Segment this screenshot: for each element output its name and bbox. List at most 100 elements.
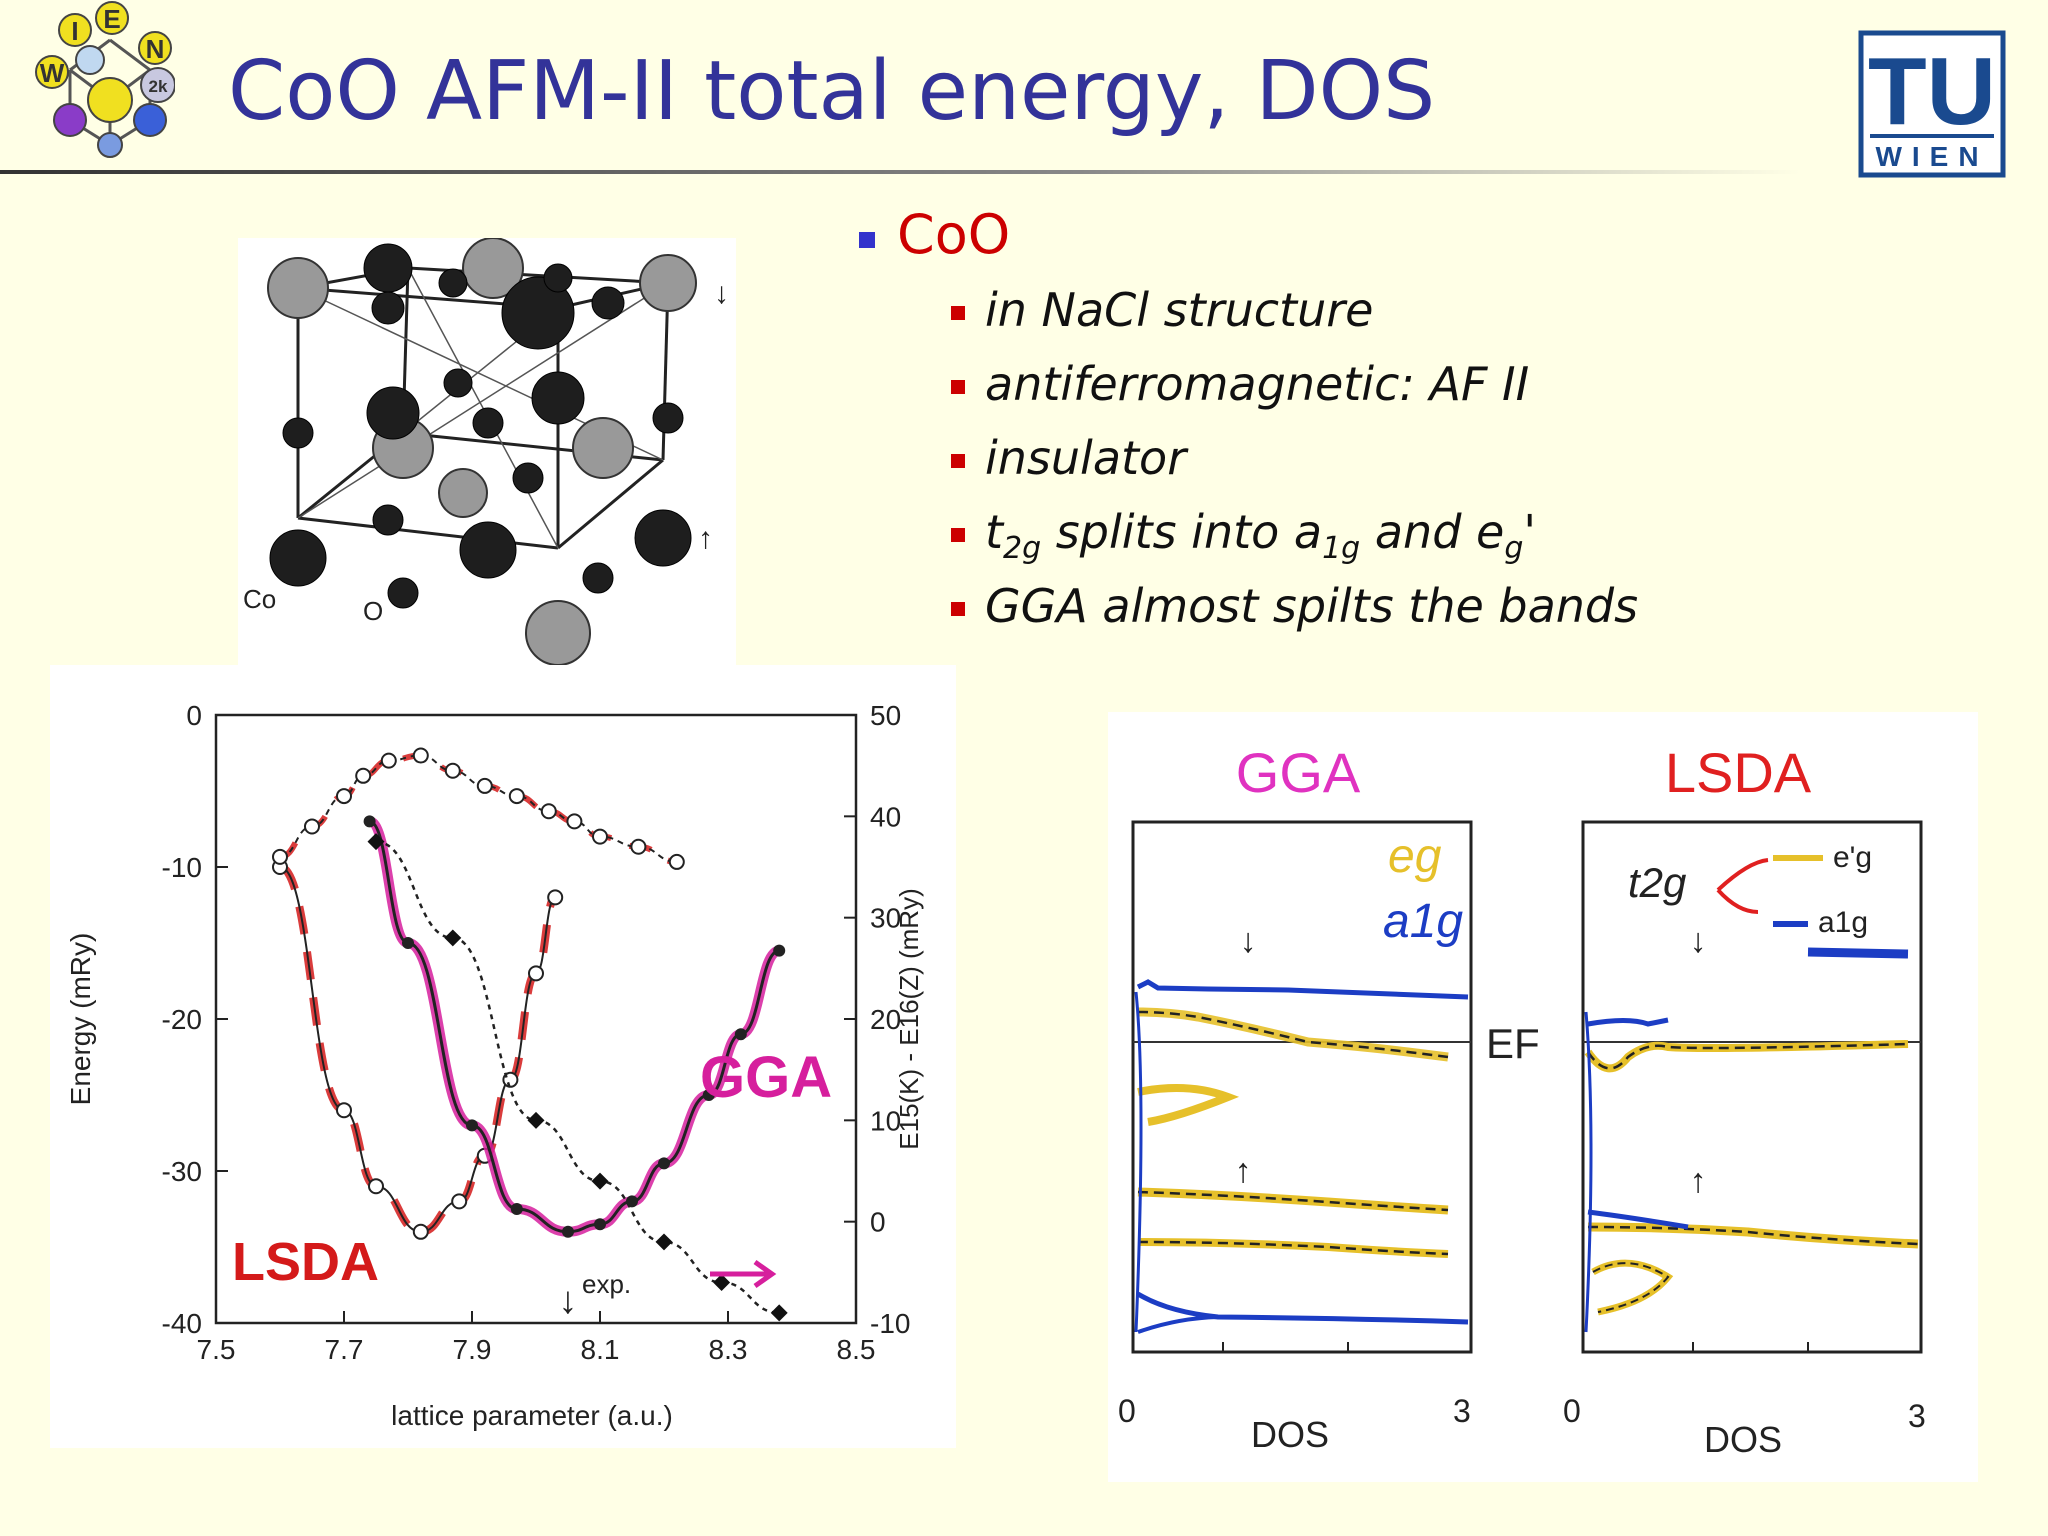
energy-point xyxy=(566,813,583,830)
sub-bullet-text: 1g xyxy=(1322,531,1361,567)
energy-point xyxy=(658,1157,670,1170)
energy-point xyxy=(272,848,288,865)
bullet-square-icon xyxy=(951,306,965,320)
dos-lsda-spin-down: ↓ xyxy=(1690,922,1707,960)
energy-chart-ylabel: Energy (mRy) xyxy=(65,933,96,1106)
energy-point xyxy=(368,1178,384,1195)
bullet-main: CoO xyxy=(855,200,1638,278)
energy-point xyxy=(734,1028,747,1041)
energy-point xyxy=(562,1225,574,1238)
bullet-square-icon xyxy=(951,602,965,616)
bullet-square-icon xyxy=(951,380,965,394)
energy-point xyxy=(355,767,372,784)
energy-point xyxy=(592,828,608,845)
page-title: CoO AFM-II total energy, DOS xyxy=(228,44,1436,139)
energy-point xyxy=(508,788,525,805)
sub-bullet-text: in NaCl structure xyxy=(985,283,1374,337)
bullet-square-icon xyxy=(859,232,875,248)
energy-point xyxy=(540,803,557,820)
sub-bullet-text: antiferromagnetic: AF II xyxy=(985,357,1530,411)
energy-ytick-label: -40 xyxy=(162,1308,202,1339)
energy-point xyxy=(510,1203,523,1215)
dos-lsda-a1g-label: a1g xyxy=(1818,906,1868,939)
energy-point xyxy=(466,1119,478,1132)
energy-series-highlight xyxy=(279,752,678,865)
dos-gga-xtick-3: 3 xyxy=(1453,1393,1471,1429)
energy-y2tick-label: 30 xyxy=(870,903,901,934)
sub-bullet-list: in NaCl structure antiferromagnetic: AF I… xyxy=(855,278,1638,648)
wien-letter-n: N xyxy=(146,34,165,64)
dos-figure: GGA LSDA eg a1g ↓ ↑ 0 3 DOS EF xyxy=(1108,712,1978,1482)
dos-lsda-xlabel: DOS xyxy=(1704,1419,1782,1460)
energy-point xyxy=(336,788,352,805)
energy-point xyxy=(476,777,493,794)
energy-y2tick-label: 50 xyxy=(870,700,901,731)
sub-bullet-text: and e xyxy=(1360,505,1505,559)
energy-xtick-label: 8.5 xyxy=(837,1334,876,1365)
sub-bullet-3: t2g splits into a1g and eg' xyxy=(855,500,1638,574)
energy-point xyxy=(528,965,544,982)
wien2k-logo: W I E N 2k xyxy=(35,1,175,158)
energy-ytick-label: -20 xyxy=(162,1004,202,1035)
energy-xtick-label: 7.9 xyxy=(453,1334,492,1365)
energy-y2tick-label: 0 xyxy=(870,1207,886,1238)
exp-label: exp. xyxy=(582,1269,631,1299)
dos-gga-spin-up: ↑ xyxy=(1235,1152,1252,1190)
energy-point xyxy=(412,747,429,764)
energy-y2tick-label: 10 xyxy=(870,1105,901,1136)
dos-gga-a1g-label: a1g xyxy=(1383,895,1463,948)
bullet-square-icon xyxy=(951,528,965,542)
energy-y2tick-label: -10 xyxy=(870,1308,910,1339)
energy-xtick-label: 8.1 xyxy=(581,1334,620,1365)
sub-bullet-4: GGA almost spilts the bands xyxy=(855,574,1638,648)
energy-series-highlight xyxy=(367,816,781,1237)
energy-point xyxy=(451,1193,468,1210)
energy-point xyxy=(444,929,462,947)
energy-y2tick-label: 20 xyxy=(870,1004,901,1035)
dos-lsda-xtick-0: 0 xyxy=(1563,1393,1581,1429)
energy-point xyxy=(668,853,685,870)
energy-point xyxy=(304,818,320,835)
dos-lsda-eg-label: e'g xyxy=(1833,841,1872,874)
wien-letter-e: E xyxy=(103,4,120,34)
tu-wien-logo-wien: WIEN xyxy=(1875,141,1988,172)
energy-point xyxy=(444,762,461,779)
energy-series-line xyxy=(279,866,557,1233)
energy-point xyxy=(336,1102,352,1119)
energy-chart: 7.5 7.7 7.9 8.1 8.3 8.5 0 -10 -20 -30 -40 50 40 30 20 1… xyxy=(50,665,956,1448)
energy-series-line xyxy=(279,754,677,863)
energy-y2tick-label: 40 xyxy=(870,801,901,832)
sub-bullet-text: splits into a xyxy=(1041,505,1323,559)
crystal-spin-down: ↓ xyxy=(714,277,729,310)
header-rule xyxy=(0,170,1800,174)
annotation-lsda: LSDA xyxy=(232,1232,379,1292)
dos-gga-xtick-0: 0 xyxy=(1118,1393,1136,1429)
energy-ytick-label: -30 xyxy=(162,1156,202,1187)
dos-gga-xlabel: DOS xyxy=(1251,1414,1329,1455)
dos-lsda-title: LSDA xyxy=(1665,741,1812,804)
energy-point xyxy=(402,937,414,949)
sub-bullet-2: insulator xyxy=(855,426,1638,500)
energy-ytick-label: 0 xyxy=(186,700,202,731)
dos-gga-eg-label: eg xyxy=(1388,830,1442,883)
sub-bullet-text: g xyxy=(1504,531,1524,567)
dos-ef-label: EF xyxy=(1486,1020,1540,1067)
split-arrow-icon xyxy=(1716,858,1769,914)
sub-bullet-1: antiferromagnetic: AF II xyxy=(855,352,1638,426)
crystal-spin-up: ↑ xyxy=(698,522,713,555)
sub-bullet-text: insulator xyxy=(985,431,1187,485)
crystal-label-co: Co xyxy=(243,584,276,614)
sub-bullet-text: GGA almost spilts the bands xyxy=(985,579,1639,633)
energy-chart-xlabel: lattice parameter (a.u.) xyxy=(391,1400,673,1431)
sub-bullet-text: t xyxy=(985,505,1004,559)
exp-arrow: ↓ xyxy=(559,1280,578,1322)
dos-gga-spin-down: ↓ xyxy=(1240,922,1257,960)
sub-bullet-0: in NaCl structure xyxy=(855,278,1638,352)
bullet-list: CoO in NaCl structure antiferromagnetic: … xyxy=(855,200,1638,648)
energy-point xyxy=(713,1273,731,1291)
energy-point xyxy=(702,1089,715,1101)
dos-lsda-xtick-3: 3 xyxy=(1908,1398,1926,1434)
energy-xtick-label: 7.7 xyxy=(325,1334,364,1365)
wien-letter-2k: 2k xyxy=(149,77,168,96)
wien-letter-w: W xyxy=(40,58,65,88)
